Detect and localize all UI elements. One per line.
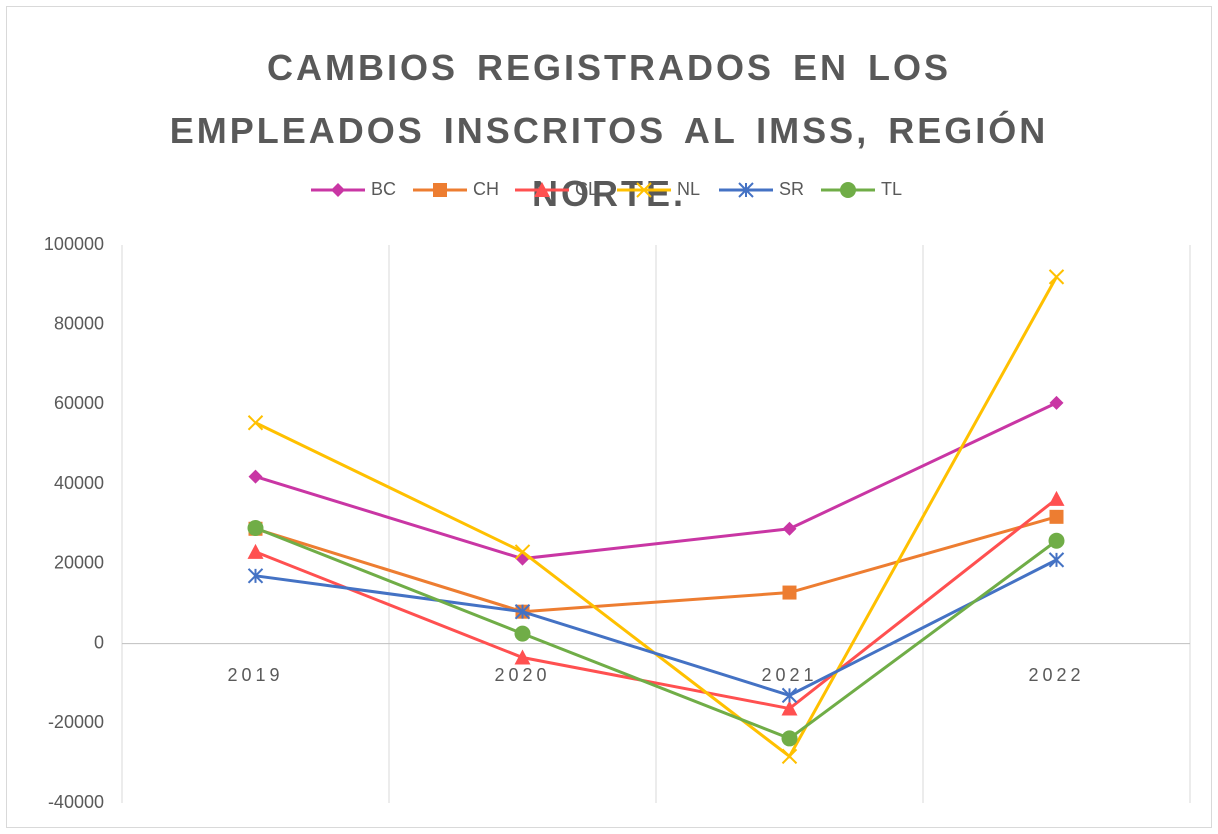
y-tick-label: -20000 <box>48 712 104 732</box>
marker <box>1049 509 1064 524</box>
marker <box>781 730 798 747</box>
marker <box>1048 552 1065 568</box>
marker <box>781 700 798 716</box>
y-tick-label: 40000 <box>54 473 104 493</box>
marker <box>534 182 550 197</box>
marker <box>1049 395 1064 410</box>
chart-title: CAMBIOS REGISTRADOS EN LOS EMPLEADOS INS… <box>169 47 1049 214</box>
marker <box>738 182 754 198</box>
marker <box>247 568 264 584</box>
marker <box>514 544 531 560</box>
legend-label: BC <box>371 179 396 199</box>
marker <box>514 625 531 642</box>
marker <box>247 543 264 559</box>
legend-label: CL <box>575 179 598 199</box>
legend-label: NL <box>677 179 700 199</box>
marker <box>782 585 797 600</box>
marker <box>247 519 264 536</box>
series-line <box>255 558 1058 698</box>
series-line <box>255 515 1057 614</box>
marker <box>840 182 856 198</box>
marker <box>248 469 263 484</box>
x-tick-label: 2022 <box>1028 665 1084 685</box>
y-tick-label: 80000 <box>54 313 104 333</box>
marker <box>514 649 531 665</box>
series-line <box>254 497 1058 711</box>
chart-border <box>6 6 1212 828</box>
marker <box>1048 532 1065 549</box>
y-tick-label: 100000 <box>44 234 104 254</box>
x-tick-label: 2021 <box>761 665 817 685</box>
series-line <box>255 401 1058 561</box>
marker <box>781 748 798 765</box>
y-tick-label: -40000 <box>48 792 104 812</box>
x-tick-label: 2020 <box>494 665 550 685</box>
marker <box>247 415 264 431</box>
marker <box>1048 490 1065 506</box>
legend-label: CH <box>473 179 499 199</box>
legend-label: TL <box>881 179 902 199</box>
marker <box>781 687 798 704</box>
y-tick-label: 60000 <box>54 393 104 413</box>
marker <box>331 183 345 197</box>
marker <box>782 521 797 536</box>
marker <box>514 603 531 620</box>
x-tick-label: 2019 <box>227 665 283 685</box>
marker <box>1048 269 1065 285</box>
marker <box>636 182 652 198</box>
y-tick-label: 0 <box>94 632 104 652</box>
y-tick-label: 20000 <box>54 553 104 573</box>
marker <box>433 183 447 197</box>
series-line <box>254 526 1058 741</box>
legend-label: SR <box>779 179 804 199</box>
